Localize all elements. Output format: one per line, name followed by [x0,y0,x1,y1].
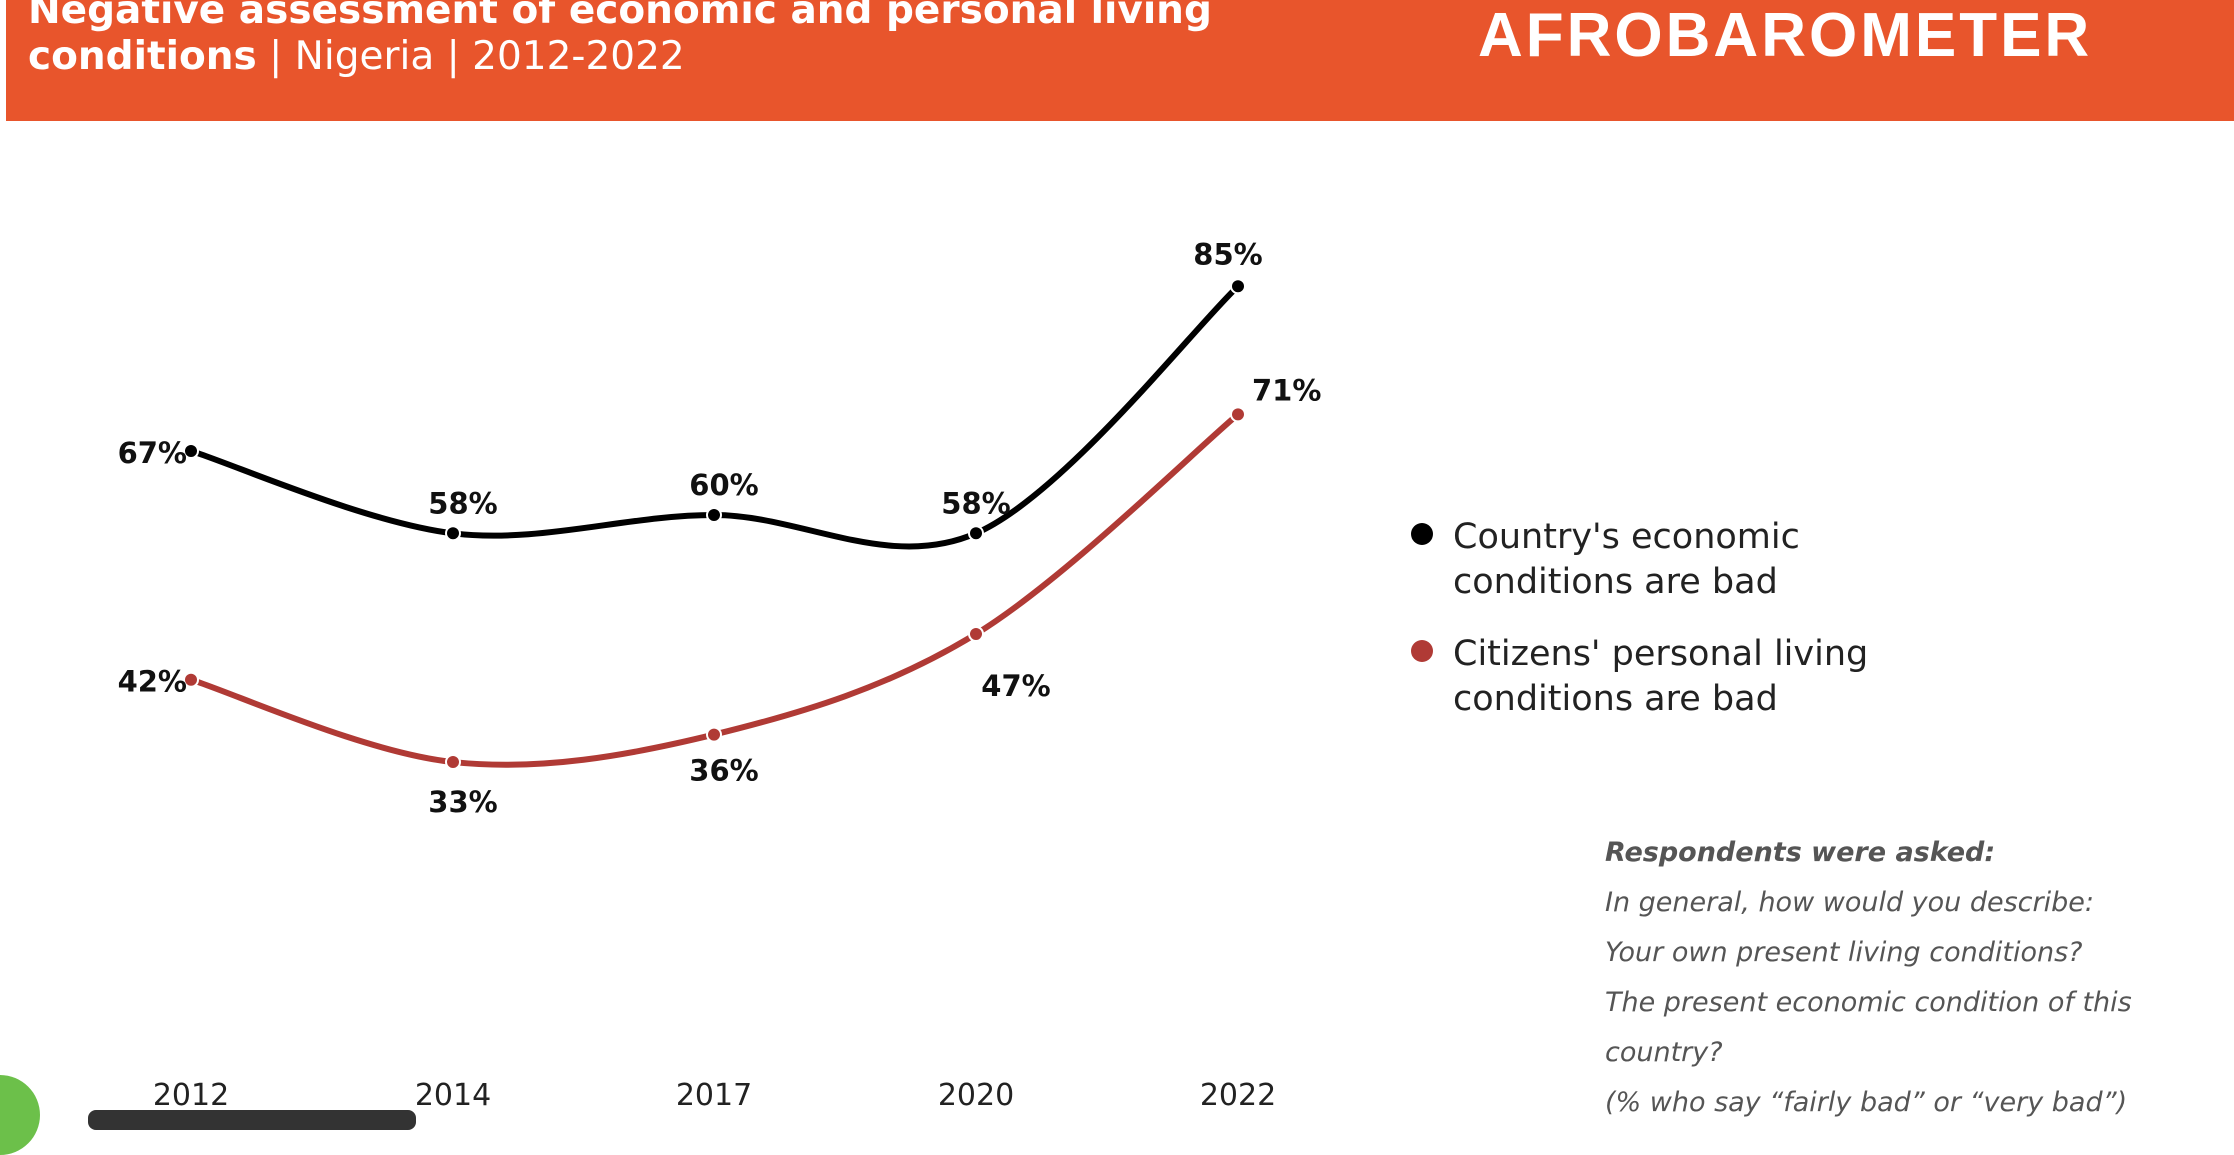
series-line-personal [188,411,1241,768]
data-point [445,525,461,542]
data-label: 85% [1193,237,1262,271]
legend-label: Country's economic conditions are bad [1453,517,1800,602]
data-point [183,671,199,688]
data-label: 67% [118,436,187,470]
afrobarometer-logo: AFROBAROMETER [1478,1,2093,70]
x-tick-label: 2017 [676,1078,752,1113]
data-point [183,442,199,459]
data-point [1230,406,1246,423]
question-note: Respondents were asked: In general, how … [1605,828,2205,1128]
data-label: 60% [689,468,758,502]
data-point [706,507,722,523]
data-point [1230,278,1246,295]
line-chart: 67% 58% 60% 58% 85% 42% 33% 36% 47% 71% 2012 2014 20… [118,237,1322,1113]
legend-item-economic: Country's economic conditions are bad [1405,515,1973,605]
note-line: country? [1605,1037,1723,1068]
data-point [445,754,461,771]
note-line: (% who say “fairly bad” or “very bad”) [1605,1087,2128,1118]
chart-title: Negative assessment of economic and pers… [28,0,1428,80]
data-label: 33% [428,785,497,819]
x-tick-label: 2020 [938,1078,1014,1113]
data-point [968,625,984,642]
data-point [968,525,984,542]
data-label: 58% [941,486,1010,520]
data-point [706,726,722,743]
x-tick-label: 2012 [153,1078,229,1113]
note-heading: Respondents were asked: [1605,837,1996,868]
note-line: In general, how would you describe: [1605,887,2094,918]
data-label: 71% [1252,373,1321,407]
note-line: The present economic condition of this [1605,987,2132,1018]
header-banner: Negative assessment of economic and pers… [6,0,2234,121]
data-label: 47% [981,669,1050,703]
x-tick-label: 2014 [415,1078,491,1113]
legend: Country's economic conditions are bad Ci… [1405,515,1973,749]
legend-label: Citizens' personal living conditions are… [1453,634,1869,719]
title-main: Negative assessment of economic and pers… [28,0,1212,79]
legend-dot-icon [1411,523,1433,545]
note-line: Your own present living conditions? [1605,937,2083,968]
legend-dot-icon [1411,640,1433,662]
dark-bar-decoration [88,1110,416,1130]
legend-item-personal: Citizens' personal living conditions are… [1405,632,1973,722]
data-label: 36% [689,754,758,788]
title-subtitle: | Nigeria | 2012-2022 [256,34,685,79]
x-tick-label: 2022 [1200,1078,1276,1113]
data-label: 58% [428,486,497,520]
data-label: 42% [118,665,187,699]
